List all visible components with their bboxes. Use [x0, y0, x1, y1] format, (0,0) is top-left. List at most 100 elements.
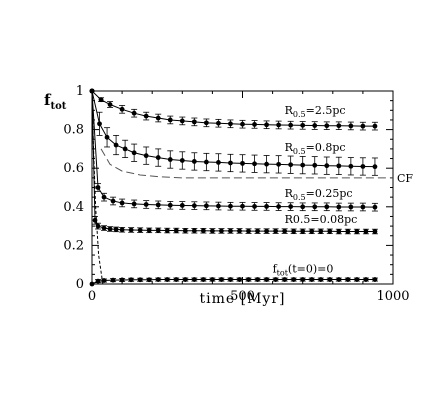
data-point	[360, 164, 366, 169]
data-point	[155, 202, 161, 208]
data-point	[372, 204, 378, 210]
data-point	[240, 121, 245, 127]
data-point	[228, 228, 233, 234]
data-point	[252, 204, 257, 209]
data-point	[309, 277, 315, 282]
data-point	[252, 161, 257, 167]
data-point	[191, 203, 197, 209]
data-point	[200, 228, 206, 234]
data-point	[324, 204, 330, 210]
data-point	[107, 226, 113, 232]
data-point	[137, 277, 143, 283]
data-point	[95, 185, 101, 190]
data-point	[110, 277, 116, 283]
series-label-sub: 0.5	[293, 193, 306, 202]
data-point	[276, 161, 282, 167]
data-point	[128, 277, 134, 283]
data-point	[216, 160, 221, 165]
data-point	[354, 229, 360, 234]
data-point	[345, 277, 351, 282]
data-point	[203, 120, 209, 126]
data-point	[276, 122, 282, 128]
data-point	[264, 161, 269, 167]
series-label: R0.5=2.5pc	[285, 104, 346, 119]
data-point	[113, 142, 119, 148]
data-point	[143, 113, 149, 119]
data-point	[203, 159, 209, 165]
x-axis-title: time [Myr]	[200, 291, 286, 307]
data-point	[119, 277, 125, 283]
data-point	[92, 217, 98, 223]
data-point	[363, 277, 369, 282]
data-point	[228, 160, 233, 166]
data-point	[324, 163, 330, 169]
data-point	[155, 155, 161, 160]
data-point	[312, 123, 318, 128]
data-point	[264, 228, 269, 234]
data-point	[372, 164, 378, 170]
data-point	[173, 228, 179, 233]
data-point	[273, 228, 279, 234]
y-tick-label: 0.6	[63, 161, 84, 176]
data-point	[240, 203, 245, 209]
y-axis-title: ftot	[44, 91, 67, 112]
data-point	[336, 123, 342, 129]
data-point	[101, 278, 107, 283]
data-point	[155, 227, 161, 233]
data-point	[348, 163, 354, 169]
data-point	[300, 228, 306, 234]
data-point	[237, 277, 242, 282]
y-tick-label: 0.2	[63, 238, 84, 253]
series-label-sub: 0.5	[293, 110, 306, 119]
data-point	[273, 277, 279, 282]
series-label: R0.5=0.08pc	[285, 213, 358, 226]
data-point	[97, 121, 102, 127]
data-point	[252, 121, 257, 127]
data-point	[360, 123, 366, 129]
data-point	[354, 277, 360, 282]
data-point	[107, 102, 113, 107]
series-label-main: R	[285, 187, 294, 200]
data-point	[131, 110, 137, 116]
data-point	[372, 123, 378, 129]
data-point	[246, 277, 251, 282]
data-point	[336, 277, 342, 282]
series-label-main: R	[285, 141, 294, 154]
data-point	[143, 202, 149, 207]
data-point	[101, 194, 107, 200]
data-point	[89, 281, 95, 287]
series-label-rest: =0.8pc	[306, 141, 346, 154]
data-point	[167, 157, 173, 162]
data-point	[300, 204, 306, 210]
series-2	[89, 88, 378, 176]
data-point	[288, 122, 294, 128]
data-point	[348, 123, 354, 129]
data-point	[309, 228, 315, 234]
series-label-main: R	[285, 104, 294, 117]
data-point	[288, 162, 294, 168]
data-point	[122, 146, 128, 152]
data-point	[336, 204, 342, 210]
data-point	[119, 227, 125, 233]
data-point	[104, 134, 110, 140]
data-point	[119, 200, 125, 206]
data-point	[146, 277, 152, 283]
data-point	[101, 225, 107, 231]
x-tick-label: 1000	[376, 289, 409, 304]
y-tick-label: 1	[76, 84, 84, 99]
data-point	[128, 227, 134, 233]
series-label-main: f	[273, 262, 278, 275]
data-point	[191, 277, 197, 282]
data-point	[110, 198, 116, 204]
reference-line-cf	[100, 148, 393, 179]
data-point	[143, 153, 149, 159]
data-point	[288, 204, 294, 210]
data-point	[179, 118, 185, 124]
series-label: ftot(t=0)=0	[273, 262, 334, 277]
series-label-rest: =2.5pc	[306, 104, 346, 117]
data-point	[89, 88, 95, 94]
data-point	[327, 277, 333, 282]
y-tick-label: 0.4	[63, 200, 84, 215]
data-point	[312, 162, 318, 168]
